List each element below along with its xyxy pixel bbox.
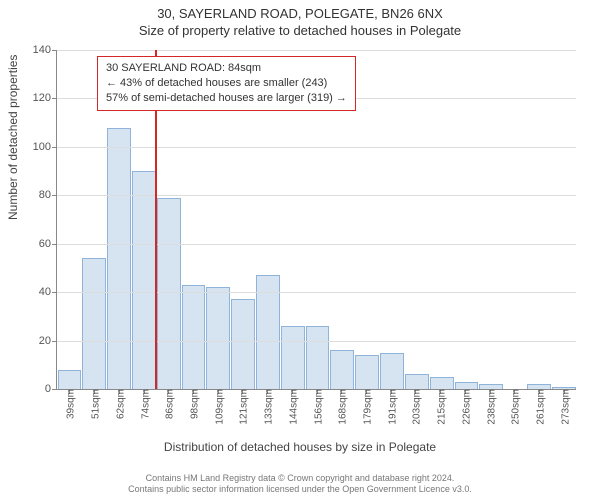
histogram-bar [430, 377, 454, 389]
info-box-line: ← 43% of detached houses are smaller (24… [106, 76, 347, 91]
title-line2: Size of property relative to detached ho… [0, 23, 600, 38]
xtick-label: 250sqm [507, 389, 522, 425]
footer-attribution: Contains HM Land Registry data © Crown c… [0, 473, 600, 496]
histogram-bar [281, 326, 305, 389]
info-box: 30 SAYERLAND ROAD: 84sqm← 43% of detache… [97, 56, 356, 111]
xtick-label: 133sqm [260, 389, 275, 425]
xtick-label: 98sqm [185, 389, 200, 419]
histogram-bar [82, 258, 106, 389]
xtick-label: 74sqm [136, 389, 151, 419]
xtick-label: 261sqm [531, 389, 546, 425]
xtick-label: 39sqm [62, 389, 77, 419]
histogram-bar [306, 326, 330, 389]
histogram-bar [231, 299, 255, 389]
histogram-bar [330, 350, 354, 389]
histogram-bar [58, 370, 82, 389]
histogram-bar [132, 171, 156, 389]
histogram-bar [107, 128, 131, 390]
xtick-label: 109sqm [210, 389, 225, 425]
ytick-label: 40 [39, 286, 57, 298]
xtick-label: 226sqm [457, 389, 472, 425]
gridline [57, 341, 576, 342]
ytick-label: 20 [39, 335, 57, 347]
info-box-line: 30 SAYERLAND ROAD: 84sqm [106, 61, 347, 76]
ytick-label: 80 [39, 189, 57, 201]
histogram-bar [405, 374, 429, 389]
xtick-label: 168sqm [334, 389, 349, 425]
ytick-label: 100 [33, 141, 57, 153]
xtick-label: 203sqm [408, 389, 423, 425]
ytick-label: 0 [45, 383, 57, 395]
histogram-bar [157, 198, 181, 389]
chart-title-block: 30, SAYERLAND ROAD, POLEGATE, BN26 6NX S… [0, 0, 600, 38]
gridline [57, 244, 576, 245]
gridline [57, 195, 576, 196]
xtick-label: 156sqm [309, 389, 324, 425]
info-box-line: 57% of semi-detached houses are larger (… [106, 91, 347, 106]
footer-line1: Contains HM Land Registry data © Crown c… [0, 473, 600, 485]
footer-line2: Contains public sector information licen… [0, 484, 600, 496]
xtick-label: 191sqm [383, 389, 398, 425]
histogram-bar [380, 353, 404, 389]
histogram-bar [355, 355, 379, 389]
histogram-bar [455, 382, 479, 389]
xtick-label: 215sqm [433, 389, 448, 425]
title-line1: 30, SAYERLAND ROAD, POLEGATE, BN26 6NX [0, 6, 600, 21]
plot-region: 02040608010012014039sqm51sqm62sqm74sqm86… [56, 50, 576, 390]
xtick-label: 51sqm [87, 389, 102, 419]
xtick-label: 179sqm [358, 389, 373, 425]
xtick-label: 144sqm [284, 389, 299, 425]
histogram-bar [182, 285, 206, 389]
gridline [57, 147, 576, 148]
histogram-bar [206, 287, 230, 389]
xtick-label: 62sqm [111, 389, 126, 419]
ytick-label: 140 [33, 44, 57, 56]
chart-plot-area: 02040608010012014039sqm51sqm62sqm74sqm86… [56, 50, 576, 390]
ytick-label: 60 [39, 238, 57, 250]
xtick-label: 121sqm [235, 389, 250, 425]
x-axis-label: Distribution of detached houses by size … [0, 440, 600, 454]
xtick-label: 238sqm [482, 389, 497, 425]
xtick-label: 86sqm [161, 389, 176, 419]
gridline [57, 292, 576, 293]
gridline [57, 50, 576, 51]
xtick-label: 273sqm [556, 389, 571, 425]
y-axis-label: Number of detached properties [6, 55, 20, 220]
ytick-label: 120 [33, 92, 57, 104]
